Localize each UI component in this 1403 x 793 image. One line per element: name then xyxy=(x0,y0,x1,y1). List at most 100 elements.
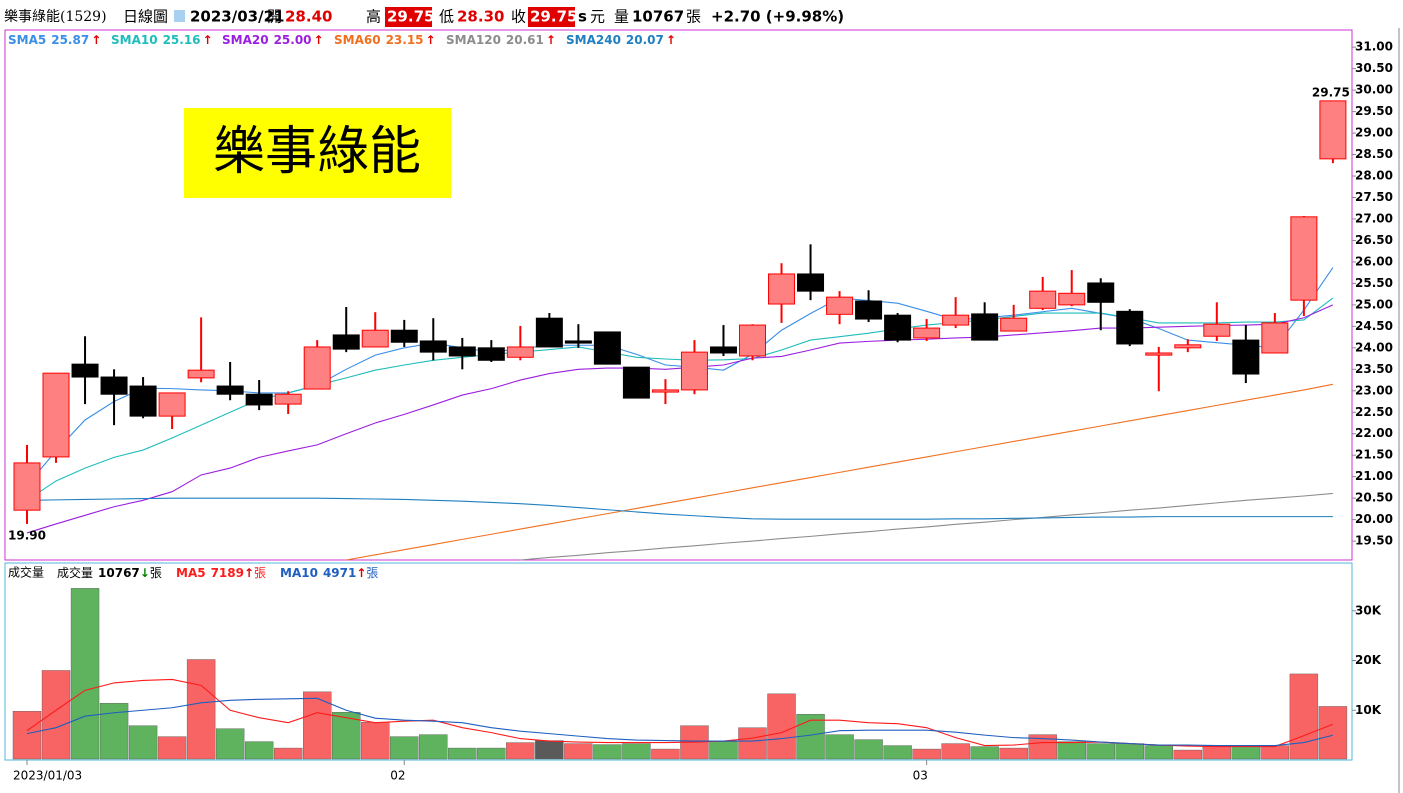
candle-body xyxy=(1203,323,1231,337)
candle-body xyxy=(1261,322,1289,354)
volume-label: 量 xyxy=(614,8,629,26)
candle-body xyxy=(651,389,679,393)
low: 28.30 xyxy=(457,8,504,26)
volume-bar xyxy=(1289,673,1319,760)
volume-tick-label: 10K xyxy=(1355,703,1382,717)
y-tick-label: 29.00 xyxy=(1355,126,1393,140)
volume-bar xyxy=(1202,745,1232,760)
candle-body xyxy=(158,392,186,417)
volume-bar xyxy=(361,721,390,760)
volume-bar xyxy=(506,742,535,760)
legend-trend: ↑ xyxy=(203,33,213,47)
volume-bar xyxy=(1086,743,1115,760)
s-mark: s xyxy=(578,8,587,26)
candle-body xyxy=(1232,339,1260,375)
y-tick-label: 28.50 xyxy=(1355,147,1393,161)
volume-legend: MA10 4971↑張 xyxy=(280,566,378,580)
volume-bar xyxy=(709,741,738,760)
candle-body xyxy=(1058,292,1086,306)
candle-body xyxy=(564,340,592,344)
legend-item: SMA120 20.61 ↑ xyxy=(446,33,556,47)
candle-body xyxy=(622,366,650,399)
y-tick-label: 25.50 xyxy=(1355,276,1393,290)
volume-panel xyxy=(4,562,1353,761)
legend-trend: ↑ xyxy=(546,33,556,47)
candle-body xyxy=(1116,310,1144,345)
candle-body xyxy=(535,317,563,348)
close-box xyxy=(528,7,575,27)
overlay-box xyxy=(184,108,451,198)
date: 2023/03/21 xyxy=(190,8,284,26)
x-tick-label: 02 xyxy=(390,769,405,783)
change: +2.70 (+9.98%) xyxy=(711,8,844,26)
legend-item: SMA5 25.87 ↑ xyxy=(8,33,101,47)
legend-unit: 張 xyxy=(254,566,266,580)
x-tick-label: 2023/01/03 xyxy=(13,769,82,783)
legend-trend: ↑ xyxy=(244,566,254,580)
candle-body xyxy=(680,351,708,391)
sma-line xyxy=(26,297,1334,501)
period: 日線圖 xyxy=(123,8,168,26)
legend-trend: ↑ xyxy=(91,33,101,47)
volume-legend: 成交量 10767↓張 xyxy=(57,565,162,580)
y-tick-label: 23.50 xyxy=(1355,362,1393,376)
legend-value: 4971 xyxy=(323,566,356,580)
candle-body xyxy=(971,313,999,341)
volume-bar xyxy=(854,739,883,760)
high: 29.75 xyxy=(387,8,434,26)
volume-bar xyxy=(767,693,796,760)
y-tick-label: 24.00 xyxy=(1355,340,1393,354)
candle-body xyxy=(332,334,360,350)
legend-trend: ↑ xyxy=(314,33,324,47)
candle-body xyxy=(129,385,157,417)
candle-body xyxy=(913,327,941,339)
candle-body xyxy=(942,314,970,326)
open: 28.40 xyxy=(285,8,332,26)
high-label: 高 xyxy=(366,8,381,26)
legend-trend: ↑ xyxy=(666,33,676,47)
sma-line xyxy=(346,383,1334,561)
price-annotation: 19.90 xyxy=(8,528,46,542)
volume-tick-label: 30K xyxy=(1355,603,1382,617)
legend-value: 10767 xyxy=(98,566,140,580)
volume-bar xyxy=(970,746,999,760)
legend-value: 23.15 xyxy=(386,33,424,47)
candle-body xyxy=(506,346,534,358)
stock-name: 樂事綠能(1529) xyxy=(4,8,107,25)
volume-bar xyxy=(1318,706,1348,760)
legend-name: SMA60 xyxy=(334,33,381,47)
volume-bar xyxy=(41,670,71,760)
volume-bar xyxy=(622,743,651,760)
volume: 10767 xyxy=(632,8,684,26)
candle-body xyxy=(274,393,302,405)
candle-body xyxy=(448,346,476,357)
volume-bar xyxy=(390,736,419,760)
candle-body xyxy=(884,314,912,341)
candle-body xyxy=(477,347,505,361)
legend-name: SMA5 xyxy=(8,33,46,47)
high-box xyxy=(385,7,432,27)
candle-body xyxy=(13,462,41,511)
candle-body xyxy=(361,329,389,348)
volume-bar xyxy=(1115,743,1144,760)
candle-body xyxy=(1319,100,1347,160)
volume-bar xyxy=(477,747,506,760)
candle-body xyxy=(419,340,447,353)
overlay-title: 樂事綠能 xyxy=(213,122,421,182)
volume-bar xyxy=(12,711,42,760)
y-tick-label: 19.50 xyxy=(1355,534,1393,548)
volume-bar xyxy=(1260,745,1290,760)
legend-value: 25.00 xyxy=(274,33,312,47)
y-tick-label: 20.50 xyxy=(1355,491,1393,505)
volume-panel-label: 成交量 xyxy=(8,565,44,580)
candle-body xyxy=(797,273,825,292)
legend-item: SMA240 20.07 ↑ xyxy=(566,33,676,47)
volume-bar xyxy=(419,734,448,760)
legend-trend: ↑ xyxy=(426,33,436,47)
legend-trend: ↓ xyxy=(140,566,150,580)
y-tick-label: 27.50 xyxy=(1355,190,1393,204)
candle-body xyxy=(1087,282,1115,303)
y-tick-label: 26.50 xyxy=(1355,233,1393,247)
legend-value: 7189 xyxy=(211,566,244,580)
sma-line xyxy=(520,492,1333,561)
